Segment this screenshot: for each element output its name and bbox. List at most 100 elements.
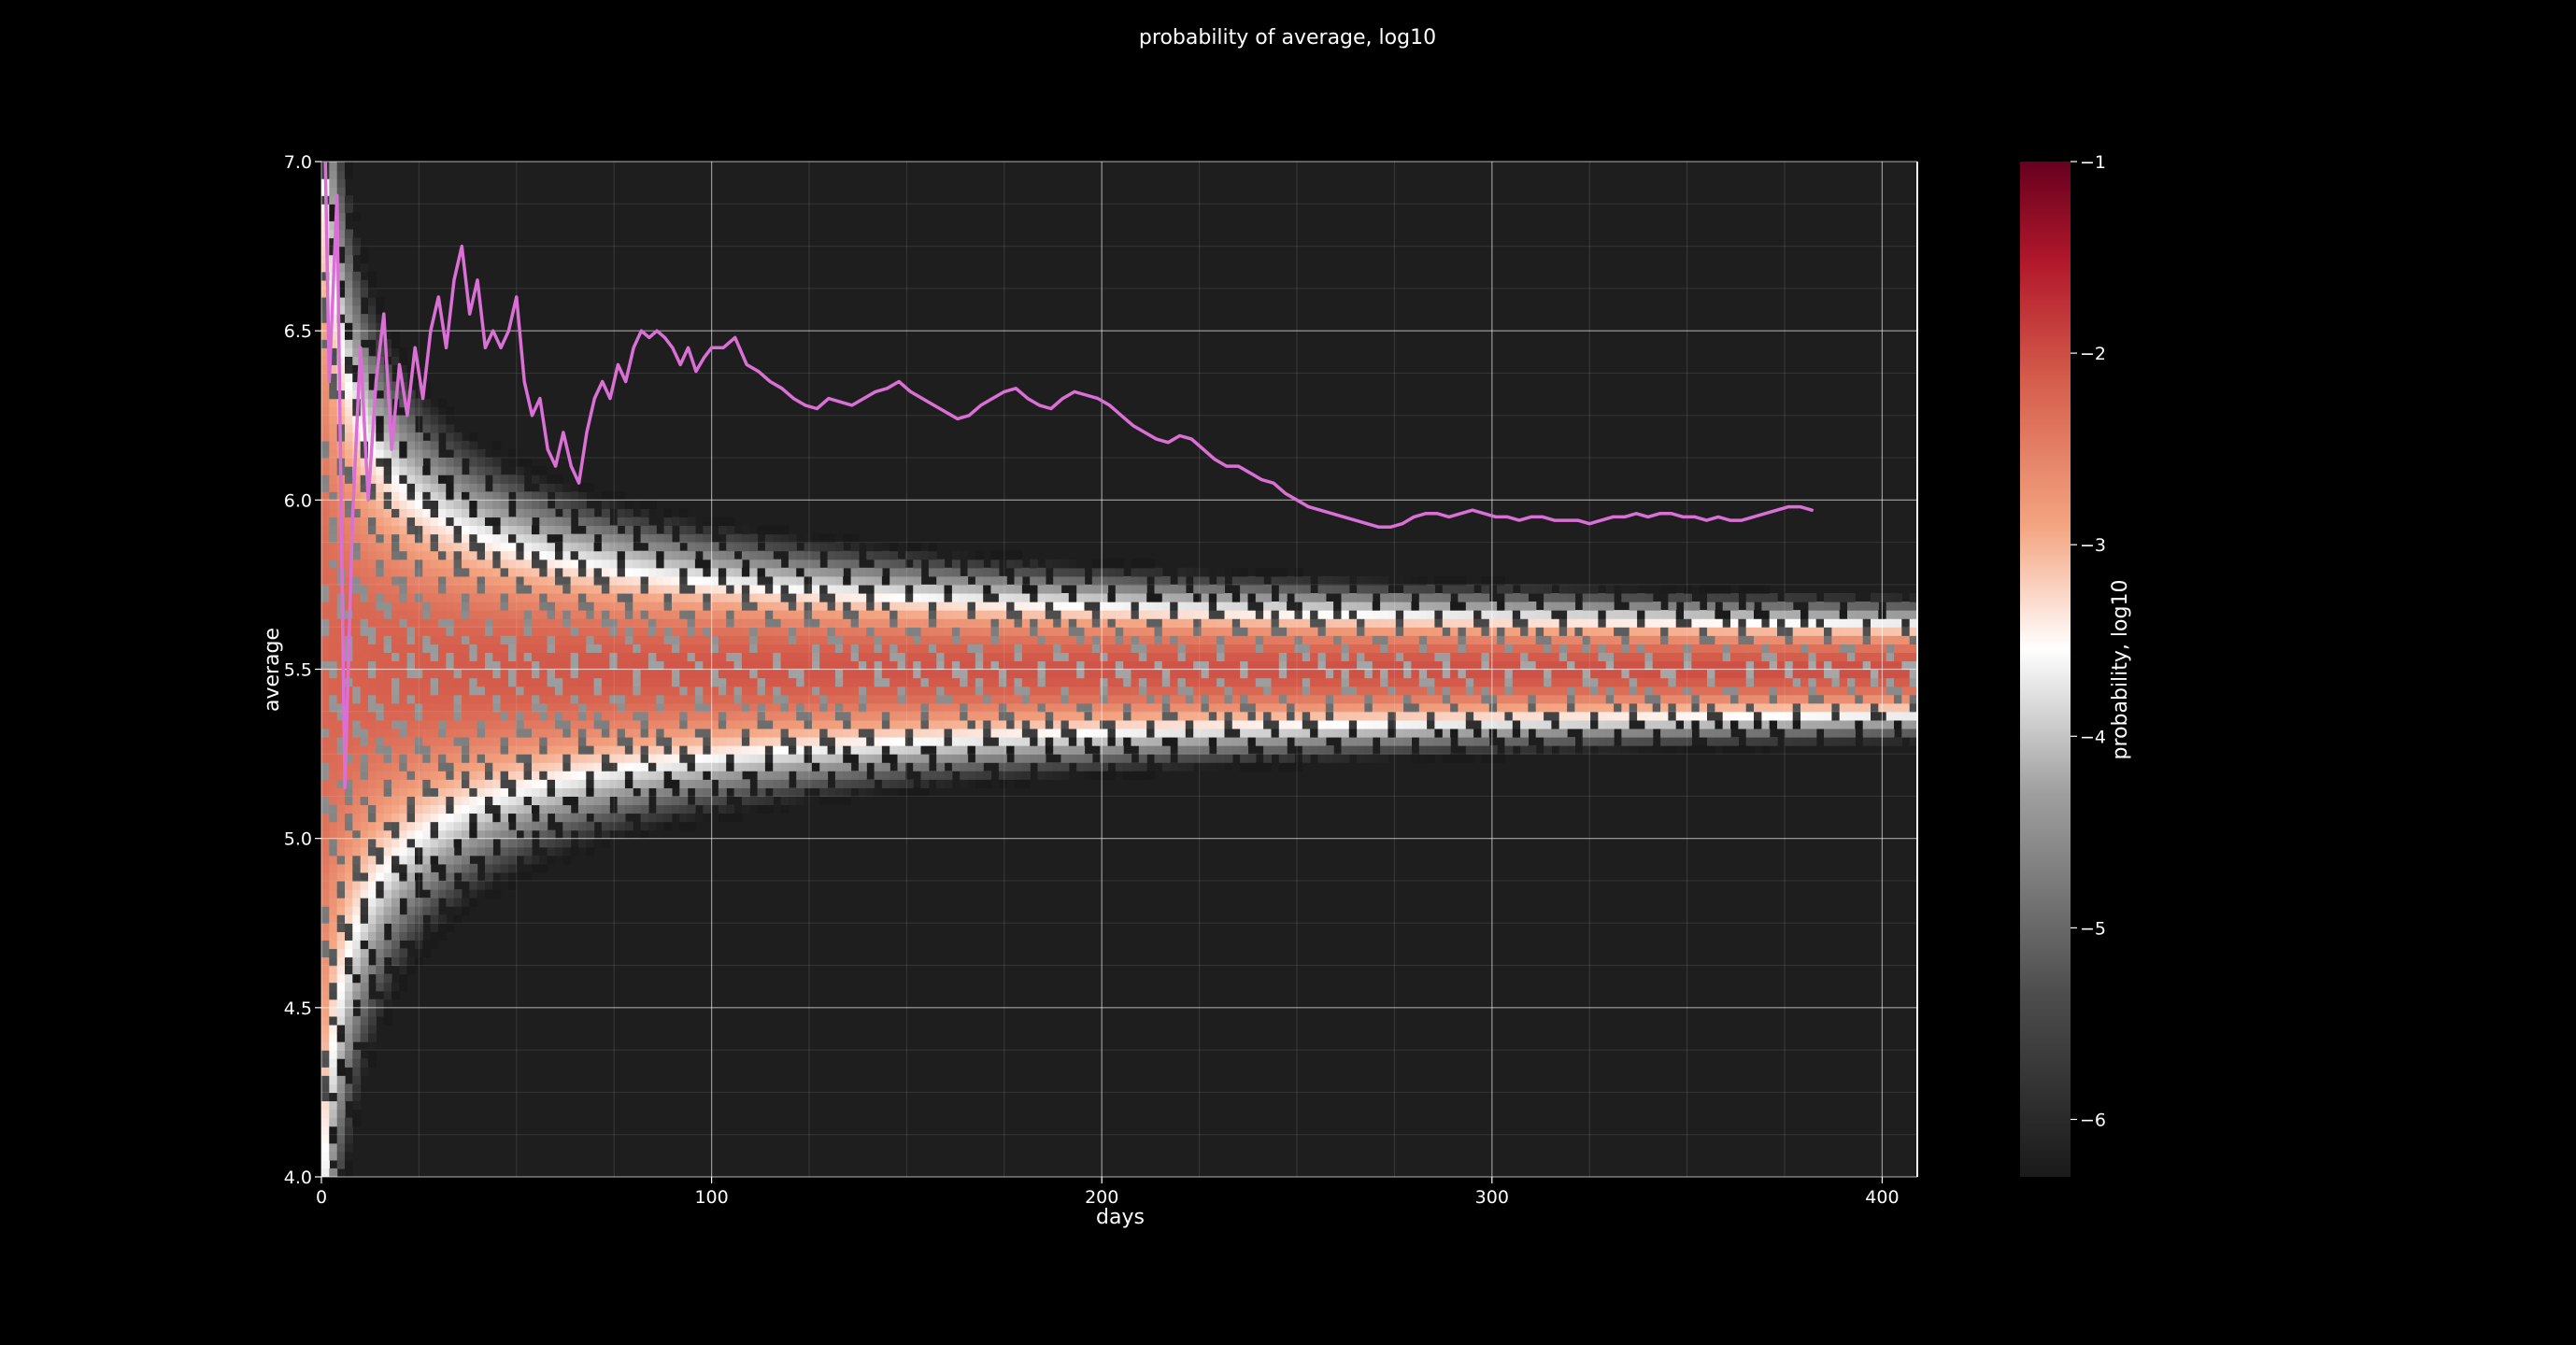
heatmap-cell — [492, 821, 502, 831]
heatmap-cell — [547, 610, 556, 619]
heatmap-cell — [345, 1168, 353, 1177]
heatmap-cell — [1006, 762, 1016, 772]
heatmap-cell — [834, 719, 844, 729]
heatmap-cell — [368, 1058, 377, 1068]
heatmap-cell — [617, 711, 626, 721]
heatmap-cell — [430, 423, 439, 433]
heatmap-cell — [329, 517, 338, 527]
heatmap-cell — [523, 575, 533, 586]
heatmap-cell — [570, 559, 579, 569]
heatmap-cell — [1060, 559, 1070, 569]
heatmap-cell — [1201, 702, 1210, 713]
heatmap-cell — [960, 711, 969, 721]
heatmap-cell — [913, 787, 922, 797]
heatmap-cell — [1341, 627, 1350, 636]
heatmap-cell — [1217, 754, 1226, 763]
heatmap-cell — [532, 652, 540, 662]
heatmap-cell — [345, 771, 353, 780]
heatmap-cell — [415, 821, 423, 831]
heatmap-cell — [1123, 677, 1132, 687]
heatmap-cell — [376, 533, 385, 544]
heatmap-cell — [1278, 567, 1288, 577]
heatmap-cell — [718, 771, 727, 780]
heatmap-cell — [811, 533, 820, 544]
heatmap-cell — [1131, 644, 1140, 653]
heatmap-cell — [944, 694, 953, 704]
heatmap-cell — [523, 525, 533, 535]
heatmap-cell — [1263, 593, 1273, 602]
heatmap-cell — [321, 787, 330, 797]
heatmap-cell — [376, 728, 385, 738]
heatmap-cell — [415, 762, 423, 772]
heatmap-cell — [485, 796, 493, 806]
heatmap-cell — [1357, 702, 1366, 713]
heatmap-cell — [438, 787, 447, 797]
heatmap-cell — [726, 618, 735, 628]
heatmap-cell — [1170, 593, 1179, 602]
heatmap-cell — [321, 440, 330, 450]
heatmap-cell — [749, 762, 759, 772]
heatmap-cell — [593, 584, 603, 594]
heatmap-cell — [321, 1058, 330, 1068]
heatmap-cell — [624, 821, 633, 831]
heatmap-cell — [1045, 584, 1054, 594]
heatmap-cell — [430, 644, 439, 653]
heatmap-cell — [1263, 728, 1273, 738]
heatmap-cell — [555, 846, 563, 857]
heatmap-cell — [336, 762, 346, 772]
heatmap-cell — [368, 796, 377, 806]
heatmap-cell — [469, 610, 478, 619]
heatmap-cell — [438, 644, 447, 653]
heatmap-cell — [1302, 610, 1311, 619]
heatmap-cell — [609, 762, 619, 772]
heatmap-cell — [1325, 652, 1334, 662]
heatmap-cell — [336, 1159, 346, 1169]
heatmap-cell — [679, 593, 689, 602]
heatmap-cell — [983, 652, 992, 662]
heatmap-cell — [694, 669, 704, 679]
heatmap-cell — [329, 508, 338, 518]
heatmap-cell — [850, 652, 860, 662]
heatmap-cell — [462, 508, 470, 518]
heatmap-cell — [796, 702, 805, 713]
heatmap-cell — [967, 702, 976, 713]
heatmap-cell — [1217, 737, 1226, 746]
heatmap-cell — [1014, 575, 1023, 586]
heatmap-cell — [422, 737, 432, 746]
heatmap-cell — [547, 796, 556, 806]
heatmap-cell — [1053, 711, 1062, 721]
heatmap-cell — [1372, 644, 1381, 653]
heatmap-cell — [687, 677, 696, 687]
heatmap-cell — [1341, 593, 1350, 602]
heatmap-cell — [944, 627, 953, 636]
heatmap-cell — [1364, 745, 1373, 755]
heatmap-cell — [415, 669, 423, 679]
heatmap-cell — [539, 669, 548, 679]
heatmap-cell — [422, 745, 432, 755]
heatmap-cell — [399, 702, 408, 713]
heatmap-cell — [609, 635, 619, 644]
heatmap-cell — [858, 728, 867, 738]
heatmap-cell — [788, 711, 797, 721]
heatmap-cell — [492, 449, 502, 459]
heatmap-cell — [788, 627, 797, 636]
heatmap-cell — [804, 702, 813, 713]
heatmap-cell — [462, 719, 470, 729]
heatmap-cell — [843, 779, 852, 788]
heatmap-cell — [834, 635, 844, 644]
heatmap-cell — [329, 423, 338, 433]
heatmap-cell — [811, 728, 820, 738]
heatmap-cell — [1014, 694, 1023, 704]
heatmap-cell — [960, 602, 969, 611]
heatmap-cell — [446, 754, 455, 763]
heatmap-cell — [570, 584, 579, 594]
heatmap-cell — [1100, 719, 1109, 729]
heatmap-cell — [951, 686, 961, 696]
heatmap-cell — [462, 517, 470, 527]
heatmap-cell — [321, 288, 330, 298]
heatmap-cell — [1364, 652, 1373, 662]
heatmap-cell — [438, 525, 447, 535]
heatmap-cell — [1030, 567, 1039, 577]
heatmap-cell — [1208, 754, 1217, 763]
heatmap-cell — [446, 593, 455, 602]
